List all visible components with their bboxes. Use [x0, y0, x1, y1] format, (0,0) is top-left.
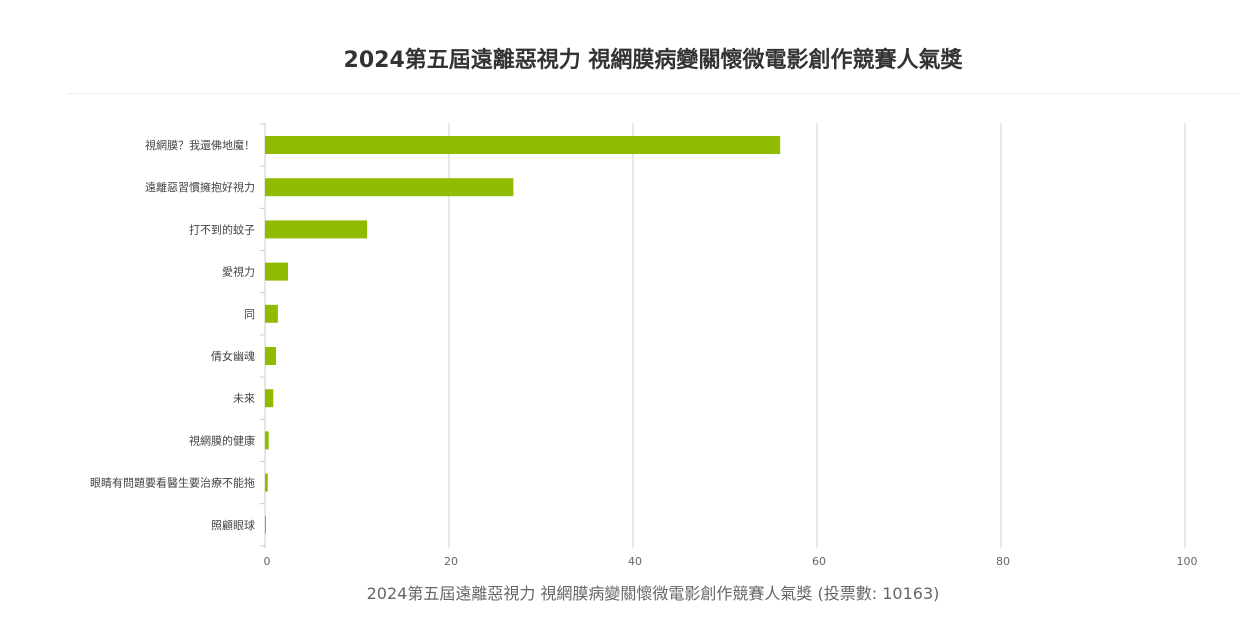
category-label: 愛視力 [222, 265, 255, 279]
x-tick-label: 60 [812, 555, 826, 568]
x-tick-label: 100 [1177, 555, 1198, 568]
x-tick-label: 20 [444, 555, 458, 568]
bar [265, 347, 277, 365]
category-label: 倩女幽魂 [211, 349, 255, 363]
bar [265, 473, 268, 492]
title-divider [67, 93, 1239, 94]
bar [265, 431, 269, 450]
category-label: 遠離惡習慣擁抱好視力 [145, 180, 255, 194]
category-label: 未來 [233, 392, 255, 405]
x-axis-label: 2024第五屆遠離惡視力 視網膜病變關懷微電影創作競賽人氣獎 (投票數: 101… [366, 584, 940, 603]
bar [265, 304, 278, 323]
category-label: 視網膜？我還佛地魔！ [145, 138, 255, 152]
category-label: 打不到的蚊子 [189, 222, 255, 236]
category-label: 同 [244, 308, 255, 321]
x-tick-label: 40 [628, 555, 642, 568]
bar [265, 136, 781, 154]
x-tick-label: 0 [264, 555, 271, 568]
bar [265, 389, 274, 408]
bar [265, 262, 288, 281]
category-label: 視網膜的健康 [189, 433, 255, 447]
bar [265, 178, 514, 197]
category-label: 照顧眼球 [211, 518, 255, 532]
category-label: 眼睛有問題要看醫生要治療不能拖 [90, 476, 255, 490]
bar [265, 515, 266, 534]
chart-title: 2024第五屆遠離惡視力 視網膜病變關懷微電影創作競賽人氣獎 [343, 48, 963, 73]
bar [265, 220, 368, 239]
x-tick-label: 80 [996, 555, 1010, 568]
